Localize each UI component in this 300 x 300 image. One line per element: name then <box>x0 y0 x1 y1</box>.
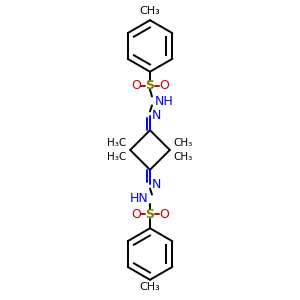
Text: CH₃: CH₃ <box>140 6 160 16</box>
Text: S: S <box>146 208 154 221</box>
Text: N: N <box>152 178 161 191</box>
Text: O: O <box>131 208 141 221</box>
Text: O: O <box>131 79 141 92</box>
Text: NH: NH <box>155 95 174 108</box>
Text: HN: HN <box>129 192 148 205</box>
Text: CH₃: CH₃ <box>174 152 193 162</box>
Text: H₃C: H₃C <box>107 152 126 162</box>
Text: S: S <box>146 79 154 92</box>
Text: O: O <box>159 208 169 221</box>
Text: CH₃: CH₃ <box>174 138 193 148</box>
Text: CH₃: CH₃ <box>140 282 160 292</box>
Text: N: N <box>152 109 161 122</box>
Text: O: O <box>159 79 169 92</box>
Text: H₃C: H₃C <box>107 138 126 148</box>
